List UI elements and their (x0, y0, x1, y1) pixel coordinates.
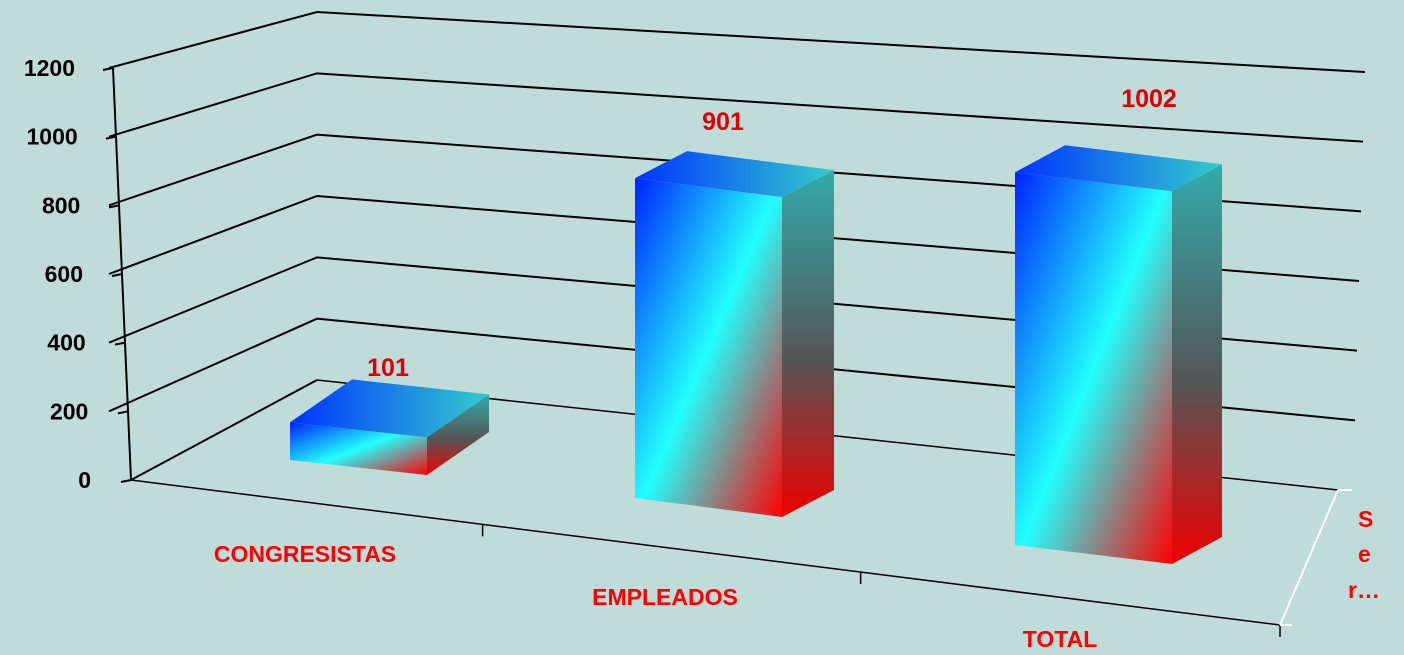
y-tick-labels: 0 200 400 600 800 1000 1200 (24, 55, 91, 493)
y-tick-label: 800 (42, 192, 80, 218)
depth-axis: Se r… (1348, 506, 1380, 603)
y-tick-mark (114, 341, 126, 346)
depth-axis-label-line: e (1358, 541, 1371, 567)
y-tick-mark (105, 135, 117, 140)
category-label: CONGRESISTAS (214, 541, 396, 567)
y-tick-mark (108, 204, 120, 209)
y-tick-mark (102, 67, 114, 71)
bar-front-face (1015, 172, 1172, 565)
category-label: EMPLEADOS (592, 584, 738, 610)
gridline (108, 256, 1358, 352)
x-axis-line (130, 479, 1281, 626)
depth-axis-line (1279, 489, 1339, 626)
bars (290, 145, 1222, 565)
bar-side-face (427, 394, 489, 475)
gridline (108, 317, 1356, 422)
y-tick-mark (117, 410, 129, 415)
bar-empleados (635, 151, 834, 517)
y-tick-mark (120, 479, 132, 483)
gridline (108, 133, 1362, 213)
gridline (108, 194, 1360, 282)
y-tick-label: 1200 (24, 55, 75, 81)
category-label: TOTAL (1023, 626, 1098, 652)
data-labels: 101 901 1002 (367, 85, 1177, 382)
y-tick-mark (111, 273, 123, 277)
data-label: 901 (702, 108, 744, 136)
data-label: 1002 (1121, 85, 1177, 113)
depth-axis-label-line: S (1358, 506, 1373, 532)
y-tick-label: 400 (47, 330, 85, 356)
bar-congresistas (290, 379, 489, 475)
depth-axis-label-line: r… (1348, 577, 1380, 603)
y-tick-label: 0 (78, 467, 91, 493)
y-tick-label: 600 (45, 261, 83, 287)
gridline (108, 10, 1366, 73)
bar-top-face (290, 379, 489, 438)
bar-front-face (290, 422, 427, 475)
y-tick-label: 1000 (26, 124, 77, 150)
bar-front-face (635, 178, 782, 517)
category-labels: CONGRESISTAS EMPLEADOS TOTAL (214, 541, 1097, 652)
gridline (108, 72, 1364, 143)
y-tick-label: 200 (50, 398, 88, 424)
bar-side-face (782, 170, 834, 517)
bar-top-face (635, 151, 834, 198)
data-label: 101 (367, 354, 409, 382)
gridlines (108, 10, 1366, 422)
bar-top-face (1015, 145, 1222, 192)
bar-side-face (1172, 164, 1222, 565)
bar-total (1015, 145, 1222, 565)
floor-left-edge (130, 379, 318, 481)
